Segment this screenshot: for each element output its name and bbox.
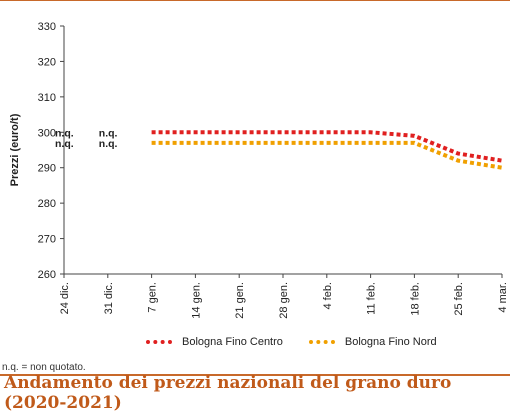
y-tick-label: 320: [38, 56, 56, 68]
y-tick-label: 260: [38, 269, 56, 281]
y-tick-label: 270: [38, 234, 56, 246]
top-rule: [0, 0, 510, 1]
legend-label-centro: Bologna Fino Centro: [182, 336, 283, 348]
x-tick-label: 4 feb.: [322, 282, 334, 310]
legend-item-nord: Bologna Fino Nord: [308, 336, 437, 348]
x-tick-label: 4 mar.: [497, 282, 509, 313]
annotation-nq: n.q.: [99, 138, 118, 150]
chart-title: Andamento dei prezzi nazionali del grano…: [4, 372, 452, 413]
y-tick-label: 300: [38, 127, 56, 139]
x-tick-label: 21 gen.: [234, 282, 246, 319]
line-chart: 260 270 280 290 300 310 320 330 24 dic. 31 dic. 7 …: [9, 21, 509, 319]
legend-label-nord: Bologna Fino Nord: [344, 336, 437, 348]
series-line-0: [151, 130, 503, 163]
annotation-nq: n.q.: [55, 138, 74, 150]
x-tick-label: 24 dic.: [59, 282, 71, 314]
y-axis-title: Prezzi (euro/t): [9, 113, 21, 186]
y-tick-label: 280: [38, 198, 56, 210]
footnote: n.q. = non quotato.: [2, 362, 86, 373]
title-bar: Andamento dei prezzi nazionali del grano…: [0, 373, 510, 413]
legend-swatch-centro: [146, 340, 172, 344]
x-tick-label: 7 gen.: [147, 282, 159, 313]
annotation-nq: n.q.: [99, 127, 118, 139]
chart-legend: Bologna Fino Centro Bologna Fino Nord: [146, 333, 463, 351]
legend-swatch-nord: [308, 340, 335, 344]
x-tick-label: 18 feb.: [409, 282, 421, 316]
legend-item-centro: Bologna Fino Centro: [146, 336, 283, 348]
annotation-nq: n.q.: [55, 127, 74, 139]
y-tick-label: 290: [38, 163, 56, 175]
x-tick-label: 31 dic.: [103, 282, 115, 314]
x-tick-label: 25 feb.: [453, 282, 465, 316]
y-tick-label: 310: [38, 92, 56, 104]
x-tick-label: 11 feb.: [366, 282, 378, 315]
series-line-1: [151, 140, 503, 170]
x-tick-label: 28 gen.: [278, 282, 290, 319]
y-tick-label: 330: [38, 21, 56, 33]
x-tick-label: 14 gen.: [190, 282, 202, 319]
